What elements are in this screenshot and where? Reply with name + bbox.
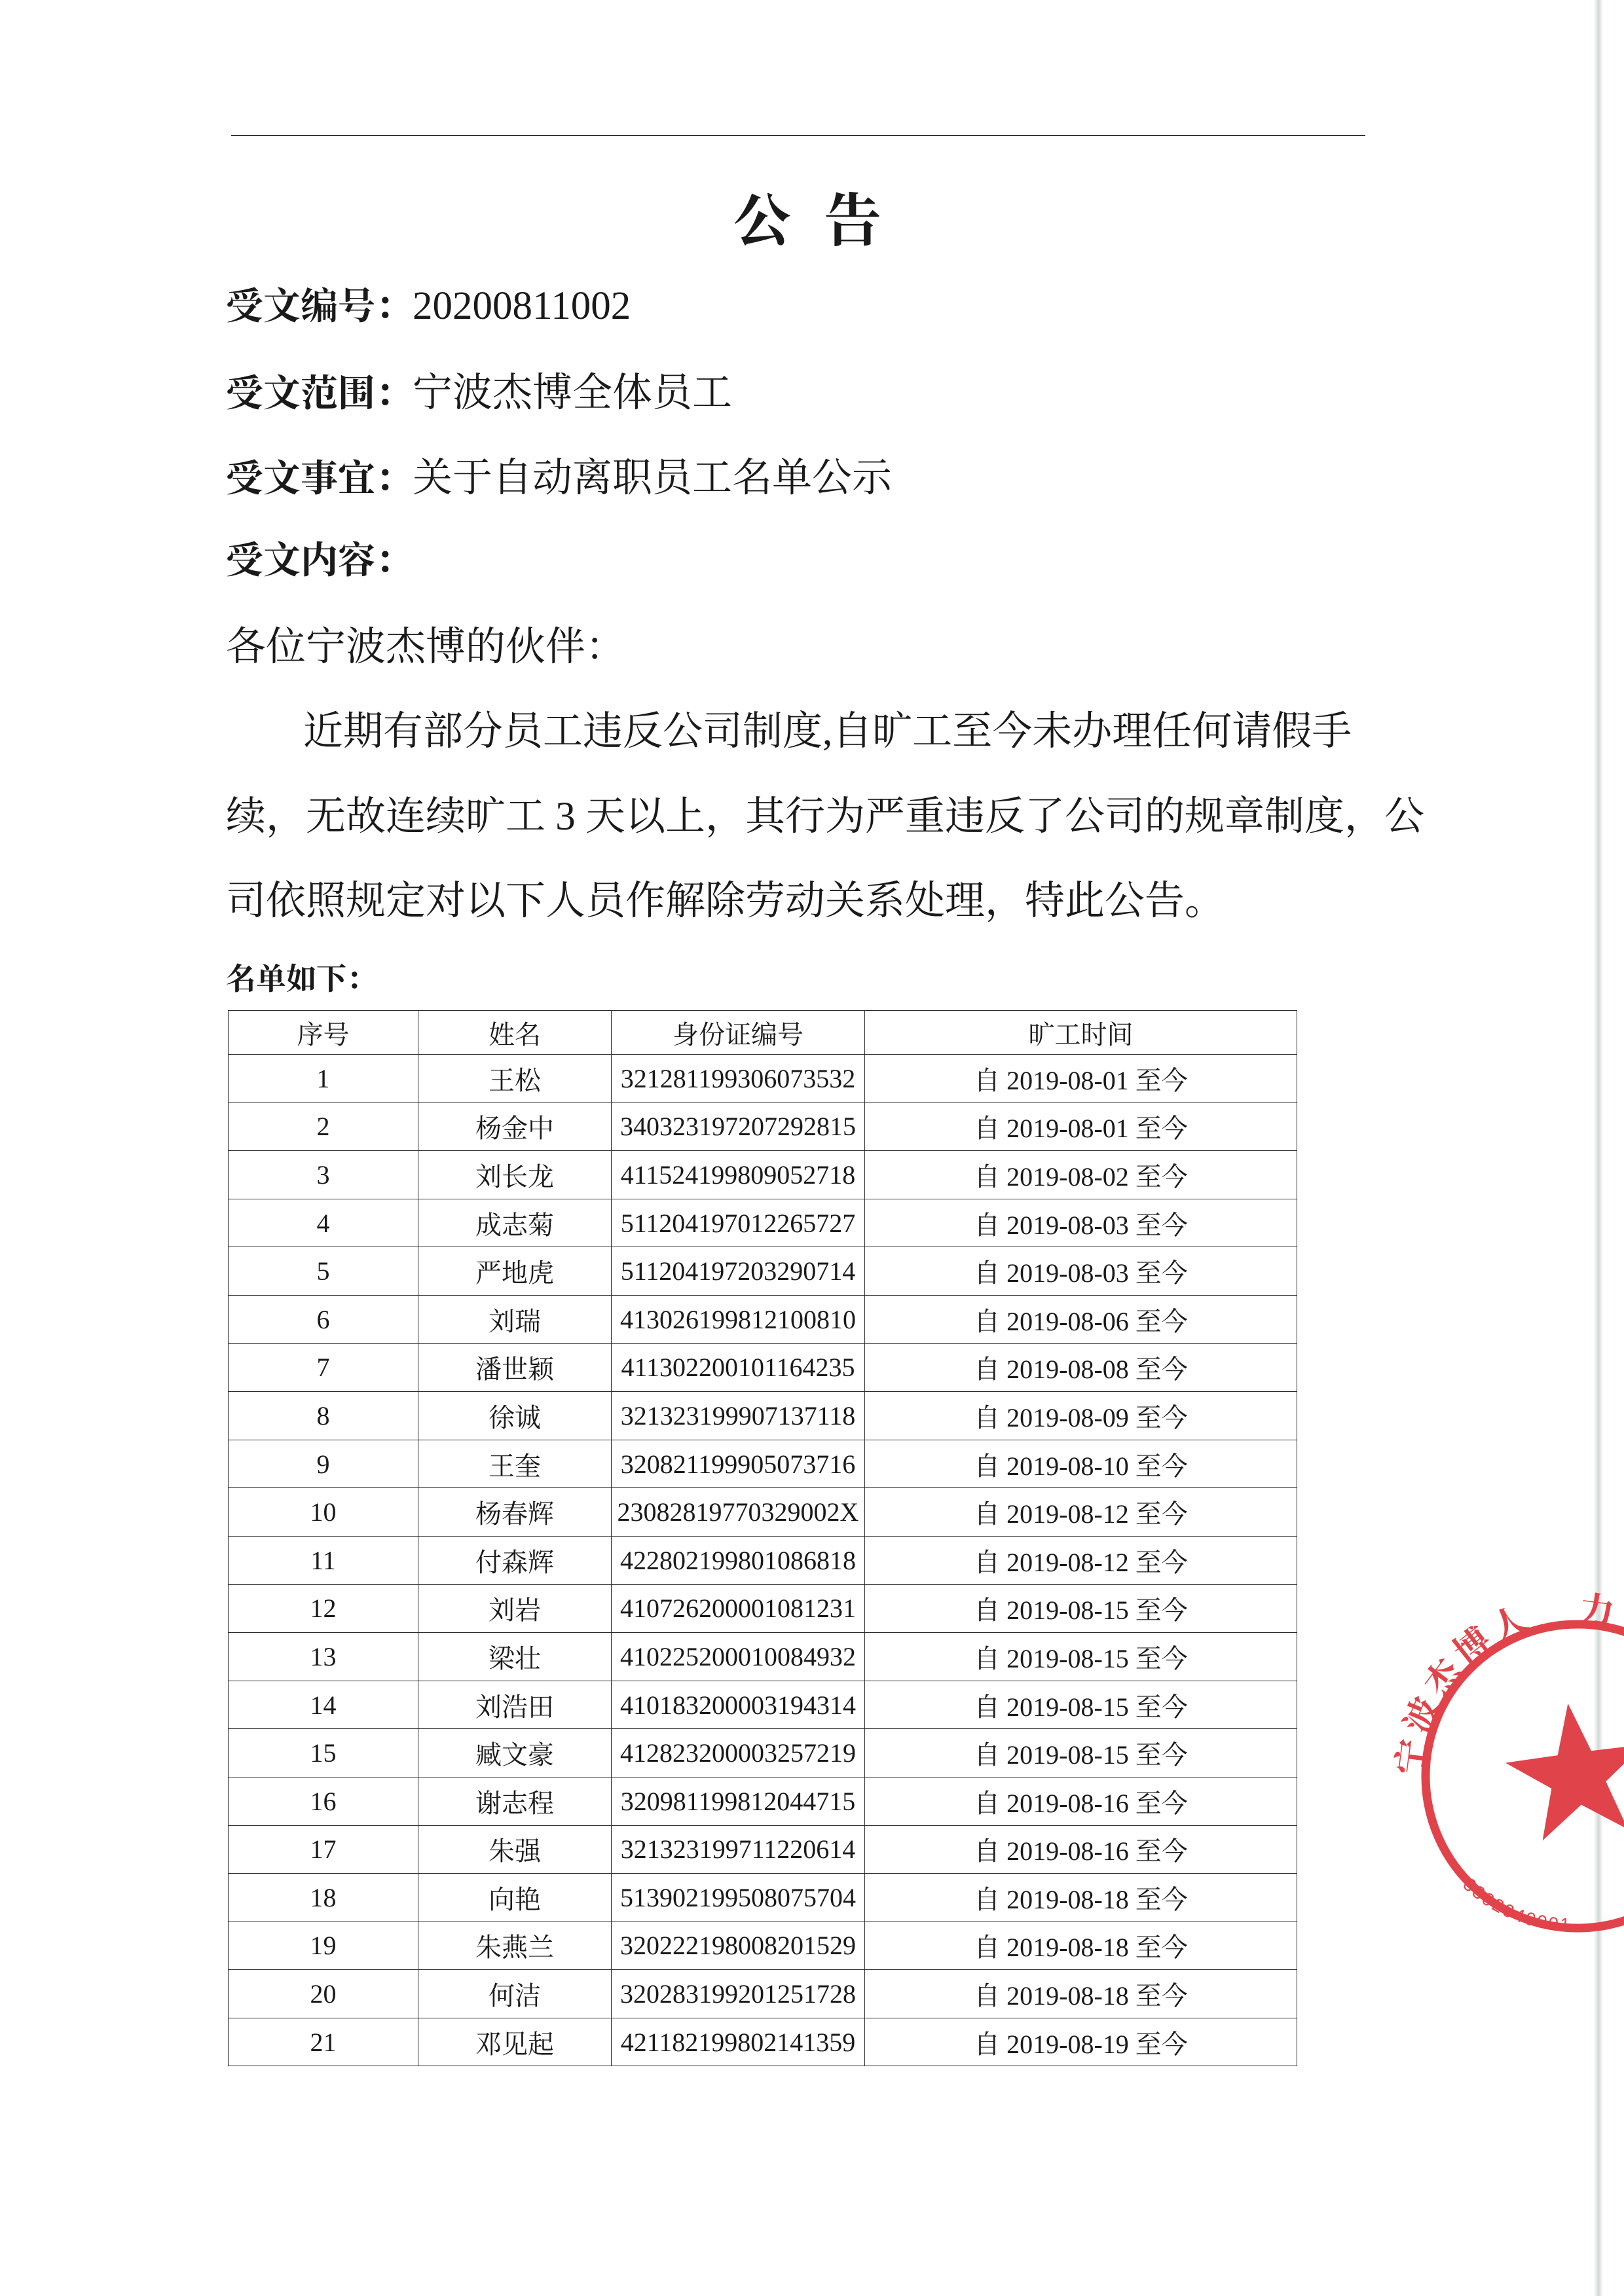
svg-text:宁波杰博人: 宁波杰博人 (1382, 1590, 1539, 1777)
svg-text:力资源有限: 力资源有限 (1576, 1581, 1624, 1738)
